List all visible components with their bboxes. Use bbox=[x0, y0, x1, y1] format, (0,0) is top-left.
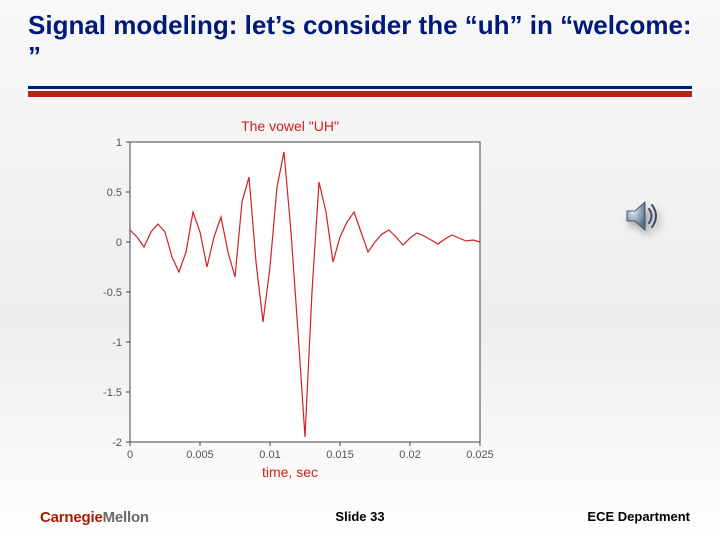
svg-text:-1: -1 bbox=[112, 337, 122, 349]
svg-text:1: 1 bbox=[116, 137, 122, 149]
svg-text:0.02: 0.02 bbox=[399, 449, 420, 461]
svg-text:-2: -2 bbox=[112, 437, 122, 449]
svg-text:0: 0 bbox=[116, 237, 122, 249]
rule-red bbox=[28, 91, 692, 97]
chart-svg: -2 -1.5 -1 -0.5 0 0.5 1 0 0.005 0.01 0.015 0.02 0.02… bbox=[80, 136, 500, 466]
slide: Signal modeling: let’s consider the “uh”… bbox=[0, 0, 720, 540]
svg-text:0.005: 0.005 bbox=[186, 449, 214, 461]
chart-xlabel: time, sec bbox=[80, 464, 500, 480]
slide-title: Signal modeling: let’s consider the “uh”… bbox=[28, 10, 692, 72]
svg-text:0.5: 0.5 bbox=[107, 187, 122, 199]
rule-dark bbox=[28, 86, 692, 89]
department-label: ECE Department bbox=[587, 509, 690, 524]
chart-title: The vowel "UH" bbox=[80, 118, 500, 134]
svg-text:0.025: 0.025 bbox=[466, 449, 494, 461]
svg-text:0: 0 bbox=[127, 449, 133, 461]
footer: CarnegieMellon Slide 33 ECE Department bbox=[0, 502, 720, 526]
svg-text:0.01: 0.01 bbox=[259, 449, 280, 461]
svg-text:-0.5: -0.5 bbox=[103, 287, 122, 299]
speaker-icon[interactable] bbox=[623, 195, 665, 237]
svg-text:-1.5: -1.5 bbox=[103, 387, 122, 399]
chart-region: The vowel "UH" -2 -1.5 -1 -0.5 0 0.5 1 0 0.005 0.… bbox=[80, 118, 500, 480]
svg-text:0.015: 0.015 bbox=[326, 449, 354, 461]
